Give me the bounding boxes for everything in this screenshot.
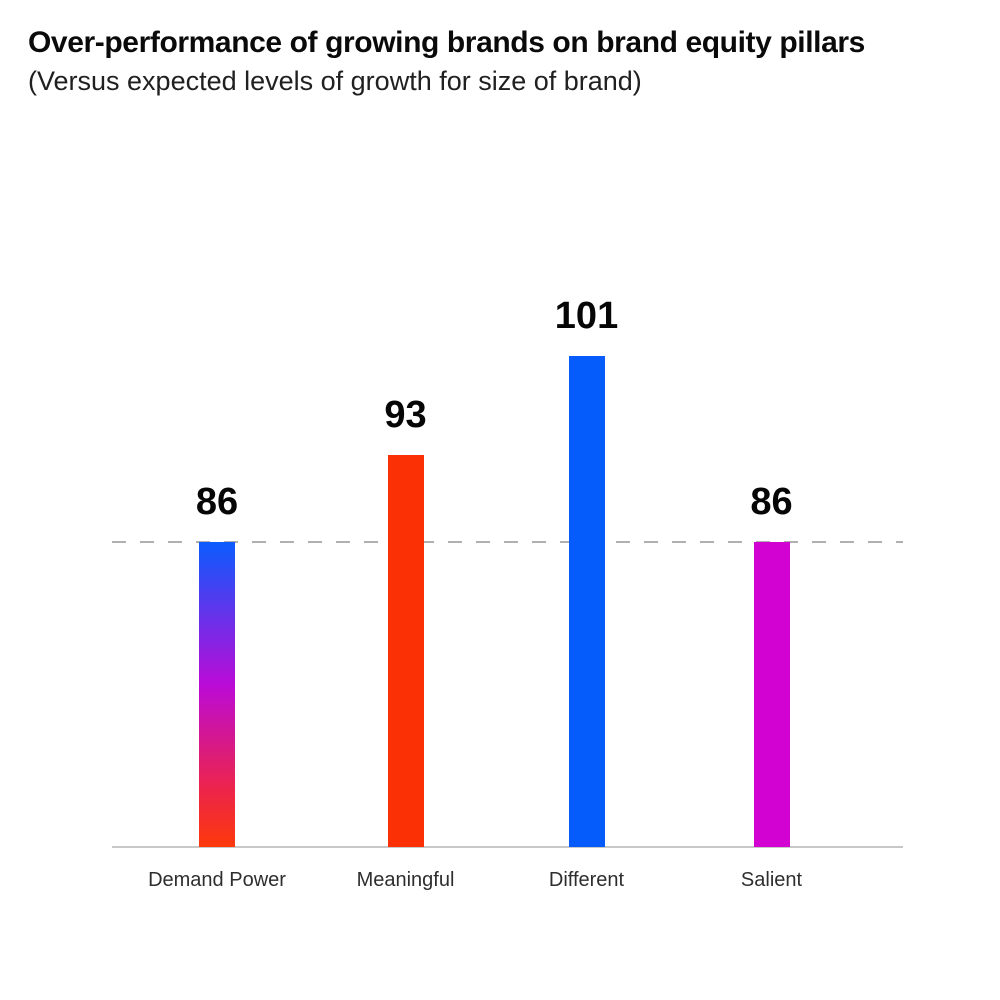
bar-value-label-salient: 86 xyxy=(750,481,793,523)
bar-salient xyxy=(753,542,790,847)
bar-value-label-meaningful: 93 xyxy=(384,394,427,436)
chart-title: Over-performance of growing brands on br… xyxy=(28,26,865,59)
category-label-meaningful: Meaningful xyxy=(356,869,455,891)
bar-demand-power xyxy=(199,542,235,847)
chart-subtitle: (Versus expected levels of growth for si… xyxy=(28,66,642,96)
bar-value-label-demand-power: 86 xyxy=(195,481,239,523)
bar-meaningful xyxy=(387,455,424,847)
bar-different xyxy=(568,356,605,847)
bar-value-label-different: 101 xyxy=(554,295,619,337)
category-label-demand-power: Demand Power xyxy=(148,869,286,891)
category-label-different: Different xyxy=(548,869,625,891)
x-axis-line xyxy=(112,846,903,848)
reference-line xyxy=(112,541,903,543)
category-label-salient: Salient xyxy=(740,869,803,891)
